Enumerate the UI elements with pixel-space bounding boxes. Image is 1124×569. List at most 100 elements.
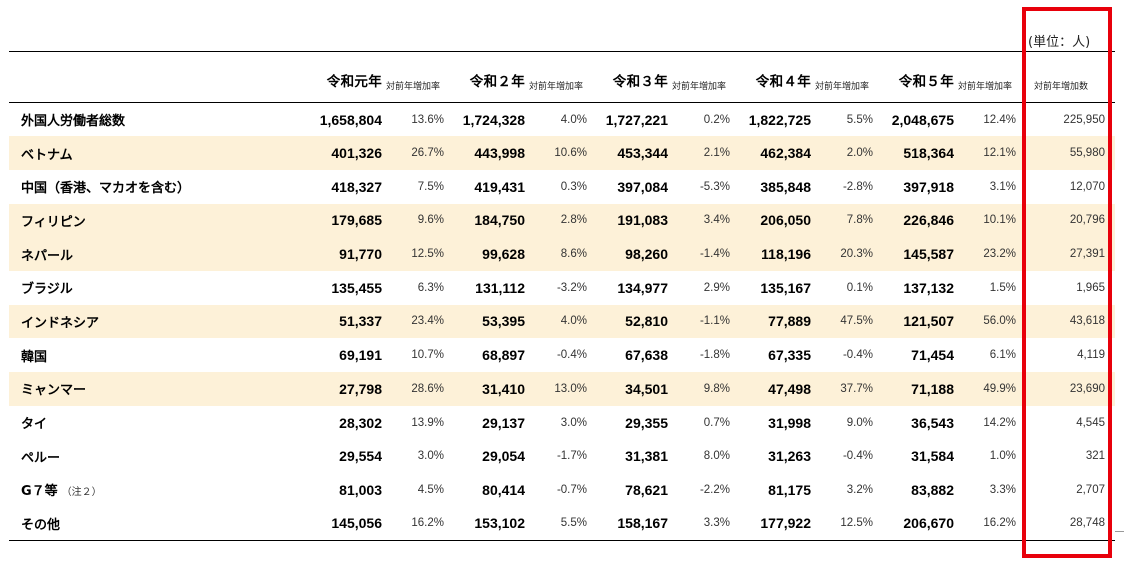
worker-count-cell: 1,658,804 (319, 111, 382, 128)
growth-rate-cell: -0.4% (556, 349, 587, 362)
table-row: 中国（香港、マカオを含む） 418,327 7.5% 419,431 0.3% 397,0… (9, 170, 1115, 204)
row-label: ミャンマー (9, 372, 297, 406)
worker-count-cell: 158,167 (617, 515, 668, 532)
growth-rate-cell: 6.1% (989, 349, 1016, 362)
increase-count-header: 対前年増加数 (1034, 82, 1089, 92)
growth-rate-header: 対前年増加率 (958, 82, 1013, 92)
worker-count-cell: 131,112 (475, 279, 525, 296)
worker-count-cell: 29,554 (339, 448, 382, 465)
worker-count-cell: 98,260 (591, 237, 668, 271)
increase-count-cell: 225,950 (1063, 113, 1105, 126)
worker-count-cell: 31,998 (768, 414, 811, 431)
worker-count-cell: 443,998 (448, 136, 525, 170)
growth-rate-cell: 9.6% (382, 203, 448, 238)
worker-count-cell: 47,498 (734, 372, 811, 406)
growth-rate-cell: 5.5% (846, 113, 873, 126)
worker-count-cell: 78,621 (625, 481, 668, 498)
worker-count-cell: 31,381 (625, 448, 668, 465)
edge-tick-mark (1115, 531, 1124, 532)
growth-rate-cell: 16.2% (983, 517, 1016, 530)
row-label-text: フィリピン (21, 214, 86, 230)
table-row: 韓国 69,191 10.7% 68,897 -0.4% 67,638 -1.8% 67,33… (9, 338, 1115, 372)
increase-count-cell: 28,748 (1069, 517, 1105, 530)
worker-count-cell: 36,543 (911, 414, 954, 431)
worker-count-cell: 51,337 (297, 304, 382, 339)
growth-rate-header: 対前年増加率 (672, 82, 727, 92)
growth-rate-cell: -5.3% (699, 180, 730, 193)
worker-count-cell: 81,175 (768, 481, 811, 498)
growth-rate-cell: 7.5% (417, 180, 444, 193)
growth-rate-cell: 1.5% (989, 281, 1016, 294)
increase-count-cell: 2,707 (1076, 483, 1105, 496)
worker-count-cell: 145,587 (877, 237, 954, 271)
table-row: ペルー 29,554 3.0% 29,054 -1.7% 31,381 8.0% 31,263… (9, 439, 1115, 473)
growth-rate-cell: 16.2% (411, 517, 444, 530)
table-row: ベトナム 401,326 26.7% 443,998 10.6% 453,344 2.1% 4… (9, 136, 1115, 170)
growth-rate-cell: 20.3% (811, 237, 877, 271)
increase-count-cell: 23,690 (1020, 372, 1115, 406)
growth-rate-cell: 12.4% (983, 113, 1016, 126)
row-label-text: ミャンマー (21, 383, 87, 399)
worker-count-cell: 53,395 (448, 304, 525, 339)
worker-count-cell: 31,263 (768, 448, 811, 465)
year-header: 令和元年 (326, 74, 382, 90)
increase-count-cell: 4,119 (1077, 349, 1105, 362)
row-label-text: ベトナム (21, 147, 73, 163)
growth-rate-cell: 13.6% (411, 113, 444, 126)
worker-count-cell: 184,750 (448, 203, 525, 238)
worker-count-cell: 1,822,725 (748, 111, 811, 128)
worker-count-cell: 118,196 (734, 237, 811, 271)
growth-rate-cell: -2.2% (699, 483, 730, 496)
growth-rate-cell: 6.3% (417, 281, 444, 294)
worker-count-cell: 69,191 (339, 347, 382, 364)
increase-count-cell: 27,391 (1020, 237, 1115, 271)
foreign-workers-table: 令和元年 対前年増加率 令和２年 対前年増加率 令和３年 対前年増加率 令和４年… (9, 51, 1115, 541)
growth-rate-cell: 13.9% (411, 416, 444, 429)
growth-rate-cell: 2.0% (811, 136, 877, 170)
worker-count-cell: 68,897 (482, 347, 525, 364)
growth-rate-cell: 14.2% (983, 416, 1016, 429)
worker-count-cell: 518,364 (877, 136, 954, 170)
row-label: ネパール (9, 237, 297, 271)
increase-count-cell: 4,545 (1076, 416, 1105, 429)
row-label: G７等 （注２） (9, 473, 297, 507)
year-header: 令和５年 (898, 74, 954, 90)
growth-rate-cell: -3.2% (556, 281, 587, 294)
header-row: 令和元年 対前年増加率 令和２年 対前年増加率 令和３年 対前年増加率 令和４年… (9, 52, 1115, 103)
growth-rate-cell: 0.7% (703, 416, 730, 429)
worker-count-cell: 191,083 (591, 203, 668, 238)
growth-rate-cell: 13.0% (525, 372, 591, 406)
increase-count-cell: 321 (1085, 450, 1105, 463)
growth-rate-cell: -0.4% (842, 349, 873, 362)
row-label: 中国（香港、マカオを含む） (9, 170, 297, 204)
row-note: （注２） (61, 487, 102, 499)
growth-rate-cell: 3.2% (846, 483, 873, 496)
growth-rate-cell: 9.0% (846, 416, 873, 429)
growth-rate-cell: 4.5% (417, 483, 444, 496)
growth-rate-cell: 4.0% (525, 304, 591, 339)
worker-count-cell: 29,355 (625, 414, 668, 431)
growth-rate-cell: 0.3% (560, 180, 587, 193)
growth-rate-cell: 5.5% (560, 517, 587, 530)
growth-rate-cell: 49.9% (954, 372, 1020, 406)
growth-rate-cell: 10.1% (954, 203, 1020, 238)
growth-rate-cell: 12.5% (840, 517, 873, 530)
worker-count-cell: 226,846 (877, 203, 954, 238)
growth-rate-cell: 10.6% (525, 136, 591, 170)
increase-count-cell: 20,796 (1020, 203, 1115, 238)
header-label-cell (9, 52, 297, 103)
table-row: 外国人労働者総数 1,658,804 13.6% 1,724,328 4.0% 1,727… (9, 103, 1115, 137)
row-label-text: G７等 (21, 484, 58, 500)
growth-rate-cell: 12.5% (382, 237, 448, 271)
worker-count-cell: 31,584 (911, 448, 954, 465)
table-body: 外国人労働者総数 1,658,804 13.6% 1,724,328 4.0% 1,727… (9, 103, 1115, 541)
worker-count-cell: 34,501 (591, 372, 668, 406)
worker-count-cell: 137,132 (903, 279, 954, 296)
row-label: ベトナム (9, 136, 297, 170)
worker-count-cell: 453,344 (591, 136, 668, 170)
row-label-text: その他 (21, 517, 61, 533)
growth-rate-cell: -1.7% (556, 450, 587, 463)
row-label-text: ブラジル (21, 282, 73, 298)
worker-count-cell: 177,922 (760, 515, 811, 532)
row-label: その他 (9, 507, 297, 541)
